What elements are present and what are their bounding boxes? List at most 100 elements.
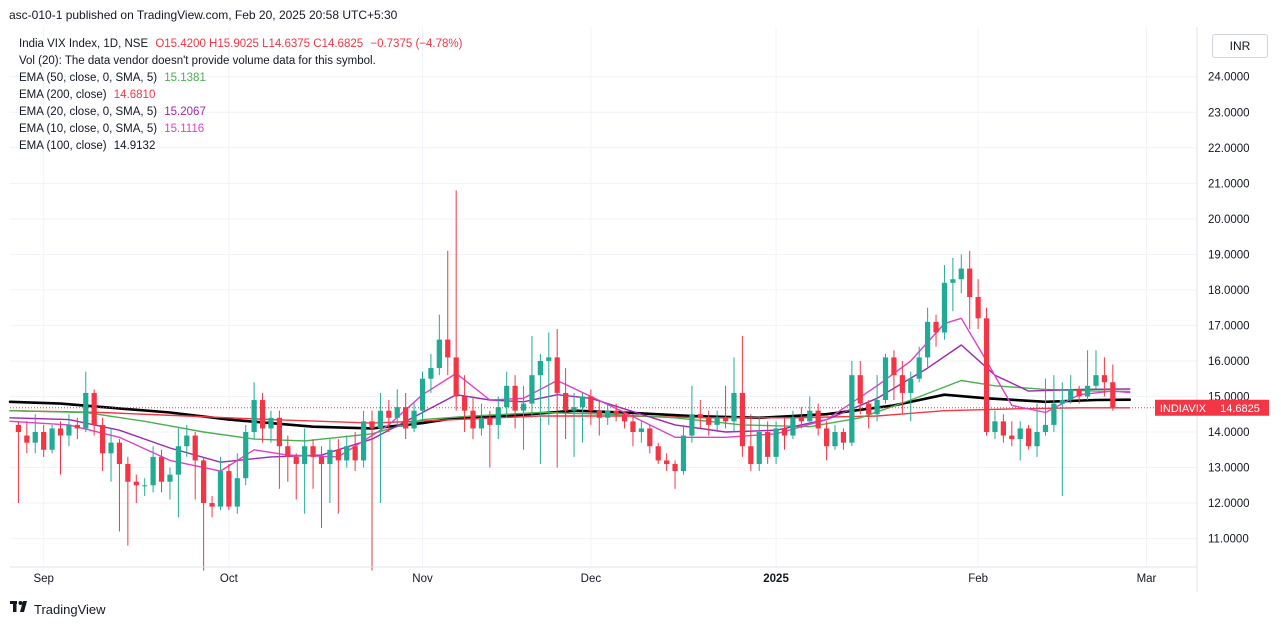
symbol-title: India VIX Index, 1D, NSE [19, 38, 149, 50]
candle-body [285, 446, 291, 457]
candle-down [647, 424, 653, 454]
candle-up [1068, 375, 1074, 404]
price-tick-label: 21.0000 [1208, 178, 1250, 190]
candle-up [49, 424, 55, 454]
ema20-value: 15.2067 [164, 106, 206, 118]
candle-down [512, 375, 518, 429]
candle-body [99, 424, 106, 454]
candle-body [925, 321, 931, 358]
time-tick-label: 2025 [763, 573, 789, 585]
candle-down [369, 410, 375, 571]
legend-ema200-row[interactable]: EMA (200, close) 14.6810 [19, 87, 462, 104]
price-axis: 11.000012.000013.000014.000015.000016.00… [1208, 72, 1250, 546]
candle-body [74, 424, 80, 429]
legend-volume-row[interactable]: Vol (20): The data vendor doesn't provid… [19, 53, 462, 70]
chart-frame[interactable]: 11.0000 12.0000 13.0000 14.0000 15.0000 16.00… [0, 27, 1281, 592]
candle-down [259, 392, 266, 443]
candle-down [201, 456, 207, 571]
candle-body [975, 297, 981, 319]
candle-body [209, 503, 215, 507]
candle-body [992, 421, 998, 432]
candle-up [680, 424, 687, 475]
legend-symbol-row[interactable]: India VIX Index, 1D, NSE O15.4200 H15.90… [19, 36, 462, 53]
candle-body [310, 446, 316, 457]
candle-body [268, 417, 274, 429]
candle-body [369, 421, 375, 429]
price-tick-label: 14.0000 [1208, 427, 1250, 439]
candle-down [276, 410, 282, 489]
candle-body [234, 478, 240, 507]
candle-up [142, 478, 148, 496]
change-value: −0.7375 (−4.78%) [370, 38, 463, 50]
candle-down [899, 360, 905, 415]
candle-body [647, 428, 653, 447]
candle-up [579, 392, 586, 443]
candle-down [748, 414, 754, 472]
time-tick-label: Sep [33, 573, 53, 585]
candle-up [394, 389, 400, 425]
candle-down [588, 389, 594, 425]
candle-up [731, 357, 737, 432]
candle-up [537, 353, 543, 464]
candle-up [234, 453, 240, 514]
candle-body [142, 485, 148, 487]
candle-body [630, 421, 636, 432]
legend-ema100-row[interactable]: EMA (100, close) 14.9132 [19, 138, 462, 155]
candle-body [495, 407, 501, 425]
candle-body [167, 474, 173, 482]
price-tick-label: 23.0000 [1208, 107, 1250, 119]
candle-up [83, 371, 89, 432]
candle-up [108, 428, 114, 482]
price-tick-label: 16.0000 [1208, 356, 1250, 368]
candle-down [706, 410, 712, 436]
legend-ema10-row[interactable]: EMA (10, close, 0, SMA, 5) 15.1116 [19, 121, 462, 138]
candle-body [150, 456, 156, 486]
candle-body [832, 432, 838, 447]
candle-up [360, 410, 367, 468]
candle-down [975, 279, 981, 329]
candle-up [217, 456, 224, 511]
candle-body [478, 417, 485, 429]
candle-up [504, 371, 510, 418]
candle-body [1042, 424, 1049, 432]
legend-ema50-row[interactable]: EMA (50, close, 0, SMA, 5) 15.1381 [19, 70, 462, 87]
candle-down [226, 463, 232, 511]
candle-body [243, 432, 249, 479]
candle-body [344, 446, 350, 461]
candle-up [908, 371, 914, 422]
candle-down [823, 421, 830, 461]
candle-body [882, 357, 889, 401]
candle-body [680, 435, 687, 472]
candle-body [1093, 375, 1099, 386]
candle-down [293, 453, 299, 500]
tradingview-brand[interactable]: TradingView [10, 601, 106, 617]
candle-body [739, 392, 746, 447]
candle-body [394, 407, 400, 418]
candle-body [588, 396, 594, 411]
candle-up [1051, 375, 1057, 432]
candle-body [773, 428, 779, 457]
price-tag-symbol-box [1155, 399, 1211, 416]
candle-body [866, 403, 872, 415]
candle-body [184, 435, 190, 447]
candle-body [857, 375, 863, 404]
candle-body [807, 410, 813, 422]
currency-button[interactable]: INR [1212, 34, 1268, 58]
candle-body [916, 357, 922, 379]
chart-canvas[interactable]: 11.000012.000013.000014.000015.000016.00… [0, 27, 1281, 592]
candle-down [470, 396, 476, 440]
candle-up [1017, 421, 1023, 461]
candle-body [537, 360, 543, 376]
candle-down [1101, 357, 1108, 397]
candle-down [815, 403, 821, 436]
candle-body [226, 471, 232, 507]
candle-up [1059, 382, 1065, 496]
candle-body [731, 392, 737, 422]
ema200-label: EMA (200, close) [19, 89, 107, 101]
candle-body [293, 456, 299, 464]
candle-body [453, 357, 459, 397]
candle-body [32, 432, 38, 443]
legend-ema20-row[interactable]: EMA (20, close, 0, SMA, 5) 15.2067 [19, 104, 462, 121]
candle-down [596, 400, 602, 436]
candle-down [933, 314, 939, 347]
